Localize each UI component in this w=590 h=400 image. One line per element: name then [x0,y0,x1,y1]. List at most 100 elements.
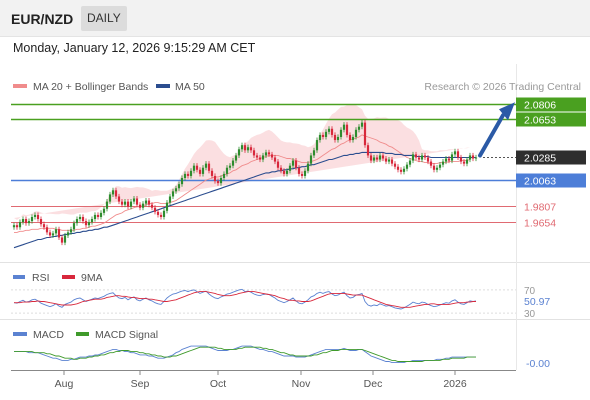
candle-body [312,150,316,156]
candle [15,222,19,230]
candle [18,219,22,230]
candle-body [261,155,265,160]
candle-body [69,229,73,233]
candle [237,146,241,158]
candle-body [297,167,301,174]
legend-label-macd: MACD [33,329,64,341]
candle-body [171,191,175,197]
legend-label-signal: MACD Signal [95,329,158,341]
level-label-2.0653: 2.0653 [524,115,556,127]
legend-label-ma20: MA 20 + Bollinger Bands [33,81,148,93]
candle-body [411,154,415,161]
candle [30,214,34,224]
candle [351,134,355,143]
candle [123,199,127,208]
time-axis: Aug Sep Oct Nov Dec 2026 [55,370,467,390]
candle-body [141,203,145,208]
candle [117,193,121,205]
candle-body [465,159,469,164]
candle [174,185,178,194]
candle [105,199,109,212]
candle [198,167,202,177]
candle-body [390,159,394,164]
candle [216,178,220,186]
candle [369,152,373,164]
candle-body [177,184,181,189]
candle-body [195,165,199,170]
candle [417,154,421,163]
candle-body [198,169,202,174]
candle-body [222,173,226,178]
candle [348,132,352,143]
candle [327,126,331,135]
candle-body [231,160,235,166]
candle-body [327,128,331,132]
period-badge[interactable]: DAILY [81,6,127,31]
candle-body [117,196,121,202]
candle-body [462,161,466,164]
rsi-tick-70: 70 [524,286,536,297]
candle [84,218,88,228]
candle [69,226,73,235]
candle-body [78,216,82,220]
candle-body [405,164,409,169]
candle-body [342,124,346,130]
candle [33,212,37,220]
candle [42,221,46,230]
ma20-line [14,134,471,233]
macd-signal-line [14,346,476,362]
arrow-head [499,102,515,121]
candle [366,142,370,158]
candle-body [114,190,118,197]
candle-body [27,221,31,224]
candle-body [105,201,109,209]
candle-body [270,154,274,158]
candle [45,224,49,235]
candle [231,158,235,169]
macd-legend: MACD MACD Signal [13,329,158,341]
candle-body [102,208,106,213]
candle-body [246,147,250,151]
candle-body [357,126,361,130]
candle [354,127,358,140]
candle-body [207,163,211,171]
timestamp: Monday, January 12, 2026 9:15:29 AM CET [13,41,256,55]
candle-body [474,157,478,159]
level-labels: 2.0806 2.0653 2.0285 2.0063 1.9807 1.9654 [516,97,586,230]
candle [261,152,265,163]
level-label-1.9807: 1.9807 [524,202,556,214]
candle-body [42,224,46,228]
candle [390,156,394,167]
candle-body [12,225,16,228]
level-box-2.0063 [516,173,586,188]
candle [342,122,346,133]
candle [393,161,397,170]
candle [441,159,445,168]
candle [141,201,145,211]
candle [273,154,277,165]
rsi-value-label: 50.97 [524,296,550,308]
candle-body [333,134,337,141]
candle-body [318,134,322,141]
candle-body [30,216,34,222]
candle [222,171,226,181]
candle-body [372,157,376,161]
candle [87,219,91,228]
candle [183,171,187,181]
candle-body [408,160,412,165]
level-box-2.0806 [516,97,586,112]
candle-body [444,158,448,162]
x-tick-label-Aug: Aug [55,378,74,390]
legend-swatch-ma20 [13,84,27,88]
candle-body [243,145,247,151]
candle-body [192,165,196,171]
candle-body [345,124,349,135]
candle [177,181,181,191]
candle-body [108,194,112,202]
candle [381,152,385,162]
candle-body [435,167,439,170]
candle-body [396,166,400,170]
candle-body [189,170,193,176]
candle [258,154,262,163]
candle [93,212,97,222]
